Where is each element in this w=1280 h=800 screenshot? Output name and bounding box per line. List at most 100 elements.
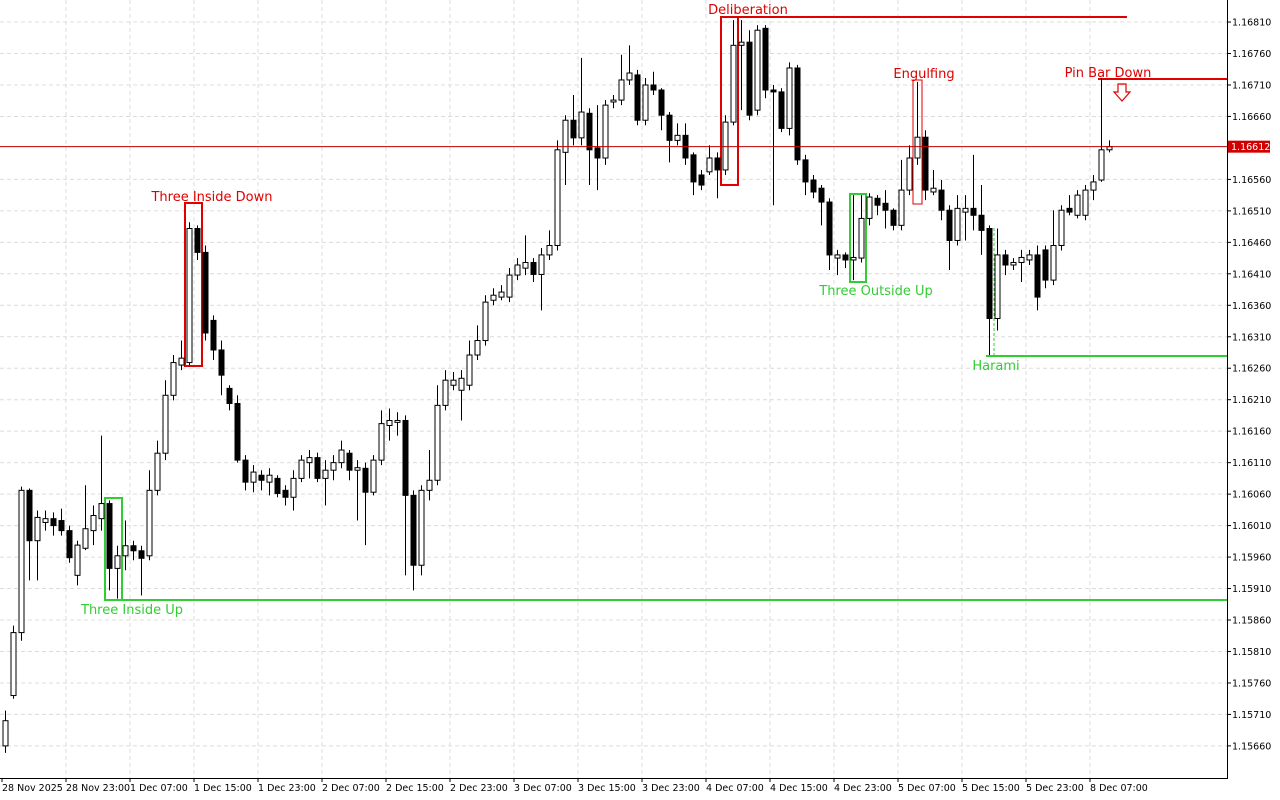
candle-body: [650, 84, 657, 91]
candle-body: [226, 387, 233, 404]
x-tick-label: 3 Dec 23:00: [642, 783, 700, 794]
candle-body: [298, 459, 305, 479]
pattern-shapes: [104, 16, 1227, 601]
candle-body: [562, 119, 569, 153]
pattern-label: Engulfing: [893, 67, 954, 82]
x-tick-label: 5 Dec 15:00: [962, 783, 1020, 794]
annotations: Three Inside Up Three Inside Down Delibe…: [80, 3, 1151, 618]
candle-body: [802, 159, 809, 183]
candle-body: [698, 174, 705, 186]
candle-body: [178, 357, 185, 366]
candle-body: [658, 89, 665, 116]
pattern-box: [849, 193, 867, 283]
candle-body: [314, 457, 321, 479]
candle-body: [1002, 254, 1009, 266]
y-tick-label: 1.16710: [1232, 80, 1271, 91]
candle-body: [666, 114, 673, 141]
candle-body: [738, 41, 745, 46]
candle-body: [610, 99, 617, 103]
candle-body: [266, 474, 273, 483]
candle-body: [594, 147, 601, 159]
candle-body: [426, 479, 433, 491]
y-tick-label: 1.15960: [1232, 553, 1271, 564]
candle-body: [306, 457, 313, 464]
y-tick-label: 1.16410: [1232, 269, 1271, 280]
candle-body: [890, 209, 897, 226]
candle-body: [906, 157, 913, 191]
grid: [0, 0, 1227, 778]
candle-body: [938, 189, 945, 211]
candle-body: [674, 134, 681, 141]
candle-body: [26, 489, 33, 542]
candle-body: [690, 154, 697, 183]
candle-body: [82, 528, 89, 549]
y-tick-label: 1.15860: [1232, 616, 1271, 627]
x-tick-label: 1 Dec 07:00: [130, 783, 188, 794]
candle-body: [250, 471, 257, 483]
y-tick-label: 1.16810: [1232, 18, 1271, 29]
candle-body: [1074, 194, 1081, 216]
candle-body: [386, 419, 393, 427]
y-tick-label: 1.16660: [1232, 112, 1271, 123]
x-tick-label: 4 Dec 23:00: [834, 783, 892, 794]
x-tick-label: 5 Dec 07:00: [898, 783, 956, 794]
candle-body: [810, 179, 817, 193]
y-tick-label: 1.15660: [1232, 741, 1271, 752]
candle-body: [930, 187, 937, 193]
candle-body: [218, 349, 225, 376]
x-tick-label: 2 Dec 07:00: [322, 783, 380, 794]
y-tick-label: 1.16460: [1232, 238, 1271, 249]
candle-body: [74, 544, 81, 576]
candle-body: [10, 632, 17, 697]
x-tick-label: 4 Dec 15:00: [770, 783, 828, 794]
y-tick-label: 1.16360: [1232, 301, 1271, 312]
candle-body: [170, 362, 177, 396]
candle-body: [994, 254, 1001, 320]
candle-body: [914, 136, 921, 159]
candle-body: [722, 121, 729, 171]
candle-body: [474, 340, 481, 356]
candle-body: [618, 79, 625, 101]
candle-body: [834, 254, 841, 259]
candle-body: [762, 27, 769, 91]
x-tick-label: 2 Dec 15:00: [386, 783, 444, 794]
candle-body: [346, 452, 353, 471]
candle-body: [794, 67, 801, 161]
candle-body: [1042, 249, 1049, 281]
x-tick-label: 5 Dec 23:00: [1026, 783, 1084, 794]
candle-body: [1082, 189, 1089, 216]
candle-body: [754, 29, 761, 111]
candle-body: [850, 256, 857, 261]
candles: [2, 20, 1113, 753]
candle-body: [818, 187, 825, 203]
y-tick-label: 1.16010: [1232, 521, 1271, 532]
y-tick-label: 1.16310: [1232, 332, 1271, 343]
candle-body: [154, 452, 161, 491]
candle-body: [498, 291, 505, 298]
y-tick-label: 1.15810: [1232, 647, 1271, 658]
x-tick-label: 28 Nov 2025: [2, 783, 63, 794]
candle-body: [482, 301, 489, 342]
y-tick-label: 1.15910: [1232, 584, 1271, 595]
candle-body: [402, 419, 409, 496]
candle-body: [634, 74, 641, 121]
candle-body: [506, 274, 513, 298]
candle-body: [42, 518, 49, 523]
candle-body: [714, 157, 721, 171]
x-tick-label: 3 Dec 15:00: [578, 783, 636, 794]
candle-body: [490, 294, 497, 301]
candle-body: [458, 377, 465, 391]
candle-body: [922, 136, 929, 191]
candle-body: [130, 545, 137, 552]
candle-body: [626, 72, 633, 81]
candle-body: [522, 261, 529, 269]
pattern-label: Three Inside Down: [150, 190, 272, 205]
pattern-label: Harami: [972, 359, 1019, 374]
pattern-box: [184, 202, 203, 367]
candle-body: [786, 67, 793, 129]
y-tick-label: 1.16510: [1232, 206, 1271, 217]
y-tick-label: 1.16560: [1232, 175, 1271, 186]
candle-body: [338, 449, 345, 464]
